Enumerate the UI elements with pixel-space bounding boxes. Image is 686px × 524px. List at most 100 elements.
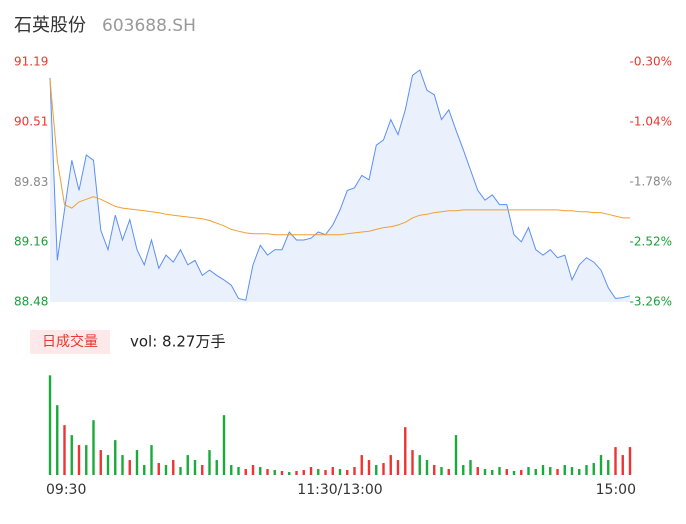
volume-bar	[599, 455, 603, 475]
volume-bar	[360, 455, 363, 475]
volume-bar	[251, 465, 255, 475]
average-line	[49, 79, 630, 236]
volume-bar	[592, 463, 595, 475]
volume-bar	[512, 471, 516, 475]
volume-bar	[520, 470, 523, 475]
y2-tick-label: -0.30%	[630, 55, 672, 69]
y-tick-label: 89.83	[14, 175, 48, 189]
volume-bar	[193, 460, 197, 475]
volume-bar	[505, 469, 508, 475]
volume-bar	[367, 460, 371, 475]
volume-bar	[230, 465, 233, 475]
volume-bar	[114, 440, 117, 475]
volume-bar	[607, 460, 610, 475]
volume-bar	[106, 455, 110, 475]
volume-bar	[295, 471, 298, 475]
y-tick-label: 89.16	[14, 234, 48, 248]
volume-bar	[541, 465, 545, 475]
volume-bar	[215, 460, 218, 475]
volume-label-box	[30, 330, 110, 354]
volume-bar	[628, 447, 632, 475]
price-area	[50, 70, 630, 302]
volume-bar	[237, 467, 240, 475]
y2-tick-label: -1.04%	[630, 115, 672, 129]
price-line	[49, 69, 631, 301]
volume-bar	[454, 435, 458, 475]
volume-bar	[375, 465, 378, 475]
volume-bar	[317, 469, 320, 475]
volume-bar	[186, 455, 189, 475]
volume-bar	[179, 467, 182, 475]
volume-bar	[143, 465, 146, 475]
volume-bar	[433, 465, 436, 475]
volume-bar	[469, 460, 472, 475]
x-tick-label: 09:30	[46, 482, 86, 498]
volume-bar	[128, 460, 131, 475]
volume-bar	[92, 420, 95, 475]
volume-bar	[273, 470, 276, 475]
volume-bar	[614, 447, 617, 475]
volume-bar	[135, 450, 139, 475]
stock-code: 603688.SH	[102, 16, 196, 36]
y2-tick-label: -3.26%	[630, 295, 672, 309]
volume-bar	[491, 470, 494, 475]
volume-total: vol: 8.27万手	[130, 333, 225, 351]
x-tick-label: 15:00	[596, 482, 636, 498]
x-tick-label: 11:30/13:00	[297, 482, 382, 498]
volume-bar	[527, 467, 530, 475]
volume-bar	[85, 445, 88, 475]
volume-bar	[324, 470, 327, 475]
volume-bar	[208, 450, 211, 475]
volume-bar	[447, 469, 450, 475]
volume-bar	[534, 469, 537, 475]
volume-bar	[164, 465, 168, 475]
volume-bar	[396, 460, 400, 475]
volume-bar	[476, 467, 479, 475]
volume-bar	[259, 467, 262, 475]
volume-bar	[338, 469, 342, 475]
volume-bar	[382, 463, 385, 475]
volume-bar	[70, 435, 73, 475]
volume-bar	[483, 469, 487, 475]
volume-bar	[172, 460, 175, 475]
volume-bar	[121, 455, 124, 475]
volume-bar	[288, 472, 291, 475]
volume-bar	[56, 405, 59, 475]
volume-bar	[578, 469, 581, 475]
volume-bar	[556, 469, 559, 475]
volume-bar	[404, 427, 407, 475]
y-tick-label: 90.51	[14, 115, 48, 129]
volume-bar	[411, 450, 414, 475]
volume-bar	[498, 467, 501, 475]
volume-title: 日成交量	[42, 333, 98, 350]
y2-tick-label: -2.52%	[630, 235, 672, 249]
volume-bar	[266, 469, 269, 475]
volume-bar	[621, 455, 624, 475]
volume-bar	[244, 469, 247, 475]
volume-bar	[280, 471, 284, 475]
volume-bar	[201, 465, 204, 475]
volume-bar	[77, 445, 81, 475]
volume-bar	[157, 463, 160, 475]
y2-tick-label: -1.78%	[630, 175, 672, 189]
volume-bar	[150, 445, 153, 475]
volume-bar	[425, 460, 429, 475]
volume-bar	[302, 470, 305, 475]
volume-bar	[353, 467, 356, 475]
volume-bar	[389, 455, 392, 475]
volume-bar	[462, 465, 465, 475]
volume-bar	[99, 450, 102, 475]
y-tick-label: 88.48	[14, 295, 48, 309]
volume-bar	[48, 375, 52, 475]
volume-bar	[585, 465, 588, 475]
volume-bar	[440, 467, 443, 475]
volume-bar	[418, 455, 421, 475]
volume-bar	[346, 470, 349, 475]
volume-bar	[309, 467, 313, 475]
volume-bar	[63, 425, 66, 475]
y-tick-label: 91.19	[14, 55, 48, 69]
volume-bar	[563, 465, 566, 475]
volume-bar	[331, 467, 334, 475]
volume-bar	[549, 467, 552, 475]
